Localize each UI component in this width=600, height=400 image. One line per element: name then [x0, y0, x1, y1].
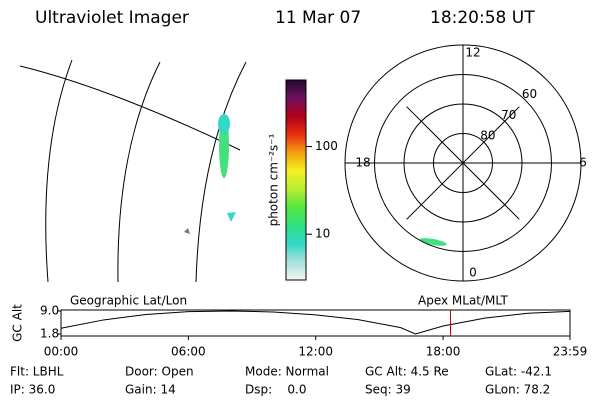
- status-field: IP: 36.0: [10, 383, 55, 397]
- aurora: [184, 228, 190, 234]
- status-field: GC Alt: 4.5 Re: [365, 365, 449, 379]
- timeline-left-label: Geographic Lat/Lon: [70, 294, 187, 308]
- status-field: Flt: LBHL: [10, 365, 64, 379]
- mlt-label: 0: [469, 266, 477, 280]
- status-field: GLat: -42.1: [485, 365, 552, 379]
- y-tick-label: 9.0: [40, 304, 59, 318]
- grid-line: [195, 61, 247, 283]
- colorbar-label: photon cm⁻²s⁻¹: [267, 133, 281, 226]
- lat-label: 70: [501, 108, 516, 122]
- status-field: Gain: 14: [125, 383, 176, 397]
- colorbar: [285, 79, 307, 281]
- x-tick-label: 23:59: [553, 345, 588, 359]
- x-tick-label: 06:00: [171, 345, 206, 359]
- lat-label: 80: [480, 129, 495, 143]
- mlt-label: 6: [579, 156, 587, 170]
- grid-line: [117, 61, 161, 283]
- colorbar-tick-label: 10: [315, 227, 330, 241]
- date: 11 Mar 07: [275, 8, 361, 28]
- gc-alt-line: [60, 310, 571, 335]
- mlt-label: 12: [465, 46, 480, 60]
- status-field: Seq: 39: [365, 383, 411, 397]
- aurora: [419, 238, 447, 246]
- mlt-label: 18: [355, 156, 370, 170]
- timeline-frame: [60, 309, 571, 337]
- grid-line: [19, 65, 241, 151]
- timeline-y-label: GC Alt: [11, 304, 25, 342]
- grid-line: [45, 59, 73, 283]
- colorbar-tick-label: 100: [315, 139, 338, 153]
- aurora: [218, 114, 230, 134]
- status-field: Dsp: 0.0: [245, 383, 307, 397]
- x-tick-label: 00:00: [44, 345, 79, 359]
- status-field: Mode: Normal: [245, 365, 329, 379]
- status-field: Door: Open: [125, 365, 194, 379]
- image-panel: [19, 59, 247, 283]
- x-tick-label: 18:00: [426, 345, 461, 359]
- time: 18:20:58 UT: [430, 8, 535, 28]
- timeline-right-label: Apex MLat/MLT: [418, 294, 508, 308]
- aurora: [227, 212, 236, 222]
- lat-label: 60: [522, 87, 537, 101]
- x-tick-label: 12:00: [298, 345, 333, 359]
- y-tick-label: 1.8: [40, 327, 59, 341]
- title: Ultraviolet Imager: [35, 8, 189, 28]
- status-field: GLon: 78.2: [485, 383, 550, 397]
